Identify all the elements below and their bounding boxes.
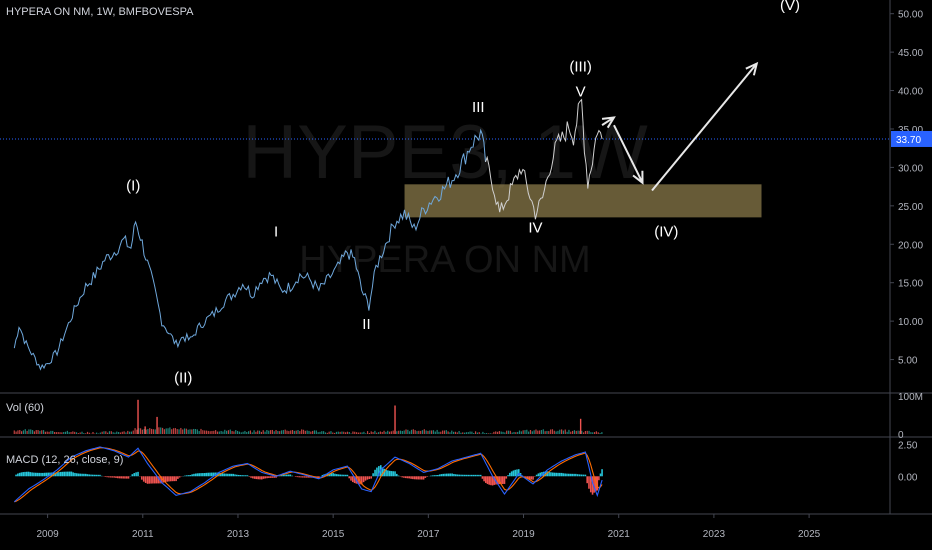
- wave-label: V: [576, 84, 586, 101]
- x-tick-label: 2021: [608, 529, 631, 540]
- support-zone: [404, 184, 762, 218]
- price-series-line: [13, 128, 486, 371]
- y-tick-label: 25.00: [898, 202, 923, 213]
- wave-label: I: [274, 224, 278, 241]
- watermark-name: HYPERA ON NM: [299, 239, 590, 281]
- x-tick-label: 2009: [36, 529, 59, 540]
- wave-label: II: [362, 316, 370, 333]
- x-tick-label: 2019: [512, 529, 535, 540]
- y-tick-label: 35.00: [898, 125, 923, 136]
- last-price-badge: [891, 130, 932, 147]
- volume-pane-label: Vol (60): [6, 402, 44, 414]
- projection-arrow-3: [651, 63, 758, 192]
- x-tick-label: 2023: [703, 529, 726, 540]
- macd-pane-label: MACD (12, 26, close, 9): [6, 454, 124, 466]
- wave-label: (I): [126, 177, 140, 194]
- y-tick-label: 20.00: [898, 240, 923, 251]
- y-tick-label: 40.00: [898, 87, 923, 98]
- x-tick-label: 2025: [798, 529, 821, 540]
- macd-signal-line: [14, 447, 603, 503]
- projection-arrowhead: [601, 116, 616, 129]
- last-price-value: 33.70: [896, 135, 921, 146]
- y-tick-label: 15.00: [898, 279, 923, 290]
- projection-arrowhead: [745, 61, 759, 76]
- projection-arrow-2: [613, 124, 644, 184]
- price-series-line-recent: [485, 98, 603, 220]
- macd-tick-label: 2.50: [898, 440, 918, 451]
- volume-tick-label: 0: [898, 430, 904, 441]
- x-tick-label: 2015: [322, 529, 345, 540]
- volume-tick-label: 100M: [898, 392, 923, 403]
- wave-label: III: [472, 99, 485, 116]
- x-tick-label: 2017: [417, 529, 440, 540]
- y-tick-label: 45.00: [898, 48, 923, 59]
- y-tick-label: 10.00: [898, 317, 923, 328]
- watermark-symbol: HYPE3, 1W: [242, 110, 648, 195]
- wave-label: (IV): [654, 224, 678, 241]
- chart-title: HYPERA ON NM, 1W, BMFBOVESPA: [6, 6, 194, 18]
- macd-tick-label: 0.00: [898, 472, 918, 483]
- wave-label: (II): [174, 370, 192, 387]
- wave-label: (III): [569, 58, 592, 75]
- projection-arrowhead: [632, 170, 644, 185]
- macd-line: [13, 446, 603, 503]
- x-tick-label: 2013: [227, 529, 250, 540]
- wave-label: (V): [780, 0, 800, 14]
- wave-label: IV: [528, 220, 542, 237]
- y-tick-label: 30.00: [898, 163, 923, 174]
- y-tick-label: 50.00: [898, 10, 923, 21]
- x-tick-label: 2011: [132, 529, 154, 540]
- projection-arrow-1: [601, 116, 615, 126]
- y-tick-label: 5.00: [898, 356, 918, 367]
